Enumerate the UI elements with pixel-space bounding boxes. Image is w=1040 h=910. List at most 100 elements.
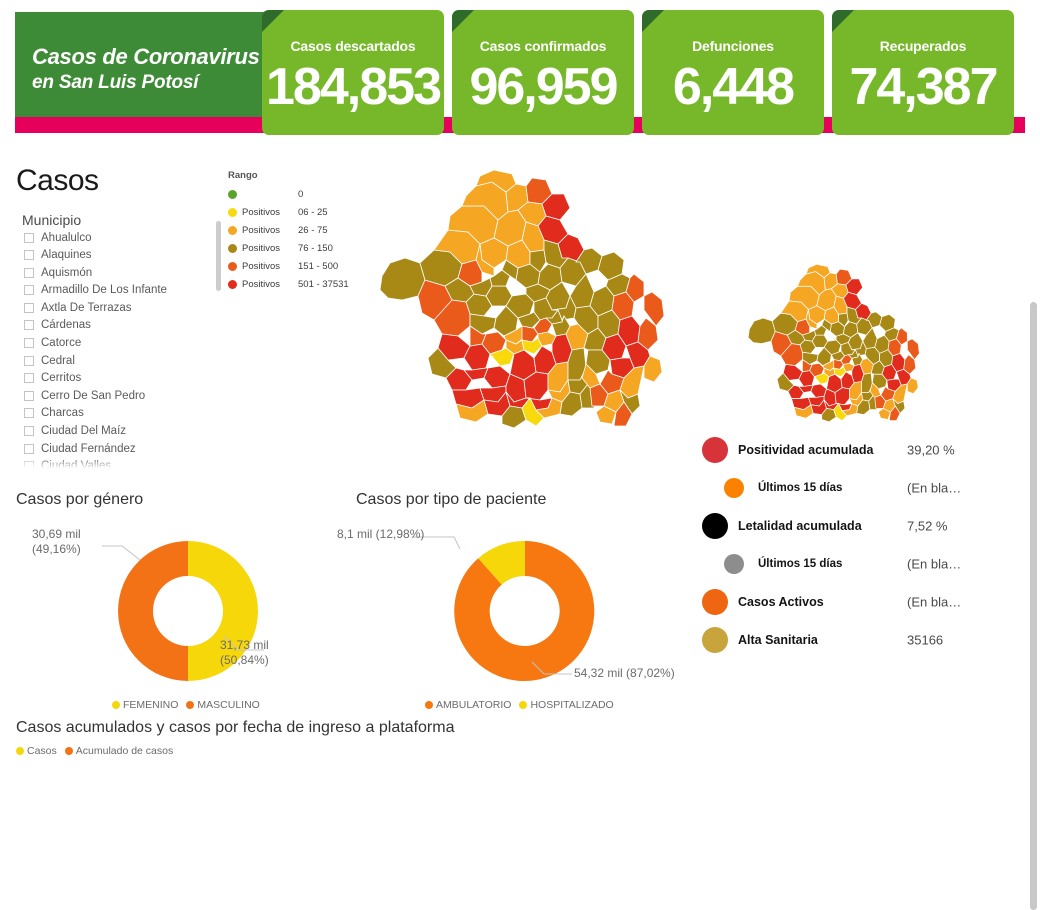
legend-item-name: Positivos: [242, 278, 281, 290]
checkbox-icon[interactable]: [24, 232, 34, 243]
slicer-item-ahualulco[interactable]: Ahualulco: [24, 230, 236, 245]
checkbox-icon[interactable]: [24, 373, 34, 384]
legend-scrollbar[interactable]: [216, 221, 221, 291]
metric-row-casos-activos[interactable]: Casos Activos (En bla…: [702, 583, 1002, 621]
checkbox-icon[interactable]: [24, 443, 34, 454]
checkbox-icon[interactable]: [24, 408, 34, 419]
metric-row-alta-sanitaria[interactable]: Alta Sanitaria 35166: [702, 621, 1002, 659]
donut-chart-casos-por-tipo-paciente[interactable]: [445, 531, 605, 696]
page-title: Casos: [16, 164, 99, 197]
metric-value: 7,52 %: [907, 518, 948, 534]
legend-item-range: 06 - 25: [298, 206, 328, 218]
slicer-item-cedral[interactable]: Cedral: [24, 353, 236, 368]
kpi-card-casos-confirmados[interactable]: Casos confirmados 96,959: [452, 10, 634, 135]
metric-label: Positividad acumulada: [738, 443, 874, 457]
slicer-item-label: Ciudad Fernández: [41, 442, 136, 455]
legend-item-rango-5[interactable]: Positivos 501 - 37531: [228, 275, 378, 293]
metric-color-dot: [702, 437, 728, 463]
slicer-item-alaquines[interactable]: Alaquines: [24, 248, 236, 263]
legend-color-dot: [228, 225, 237, 235]
slicer-item-ciudad-fern-ndez[interactable]: Ciudad Fernández: [24, 441, 236, 456]
metric-label: Letalidad acumulada: [738, 519, 862, 533]
legend-item-rango-0[interactable]: 0: [228, 185, 378, 203]
donut-genero-label-masculino: 30,69 mil (49,16%): [32, 527, 81, 556]
chart-title-casos-por-tipo-paciente: Casos por tipo de paciente: [356, 491, 547, 508]
legend-dot-casos: [16, 747, 24, 755]
slicer-item-catorce[interactable]: Catorce: [24, 336, 236, 351]
checkbox-icon[interactable]: [24, 390, 34, 401]
legend-item-range: 501 - 37531: [298, 278, 349, 290]
checkbox-icon[interactable]: [24, 320, 34, 331]
dashboard-title-block: Casos de Coronavirus en San Luis Potosí: [15, 12, 265, 117]
page-scrollbar-track[interactable]: [1027, 148, 1040, 910]
slicer-item-armadillo-de-los-infante[interactable]: Armadillo De Los Infante: [24, 283, 236, 298]
legend-label-acumulado: Acumulado de casos: [75, 745, 174, 757]
donut-paciente-leader-line-ambulatorio: [531, 661, 572, 675]
legend-item-rango-3[interactable]: Positivos 76 - 150: [228, 239, 378, 257]
kpi-value: 74,387: [849, 58, 998, 116]
slicer-item-aquism-n[interactable]: Aquismón: [24, 265, 236, 280]
slicer-item-label: Ciudad Del Maíz: [41, 425, 127, 438]
legend-item-name: Positivos: [242, 242, 281, 254]
legend-casos-acumulados[interactable]: Casos Acumulado de casos: [16, 745, 173, 757]
legend-label-masculino: MASCULINO: [197, 699, 260, 711]
slicer-item-c-rdenas[interactable]: Cárdenas: [24, 318, 236, 333]
legend-color-dot: [228, 189, 237, 199]
legend-casos-por-genero[interactable]: FEMENINO MASCULINO: [112, 699, 260, 711]
page-scrollbar-thumb[interactable]: [1030, 302, 1037, 910]
metric-row-positividad-acumulada[interactable]: Positividad acumulada 39,20 %: [702, 431, 1002, 469]
slicer-item-charcas[interactable]: Charcas: [24, 406, 236, 421]
metric-row--ltimos-15-d-as[interactable]: Últimos 15 días (En bla…: [702, 469, 1002, 507]
legend-item-name: Positivos: [242, 206, 281, 218]
legend-label-casos: Casos: [27, 745, 57, 757]
checkbox-icon[interactable]: [24, 267, 34, 278]
legend-dot-femenino: [112, 701, 120, 709]
map-san-luis-potosi-secondary[interactable]: [718, 263, 923, 433]
legend-item-range: 26 - 75: [298, 224, 328, 236]
checkbox-icon[interactable]: [24, 355, 34, 366]
report-canvas: Casos Municipio Ahualulco Alaquines Aquism…: [0, 148, 1040, 769]
map-main-svg: [379, 169, 665, 429]
kpi-label: Casos confirmados: [479, 38, 607, 54]
kpi-card-defunciones[interactable]: Defunciones 6,448: [642, 10, 824, 135]
kpi-label: Defunciones: [692, 38, 774, 54]
checkbox-icon[interactable]: [24, 285, 34, 296]
legend-item-rango-2[interactable]: Positivos 26 - 75: [228, 221, 378, 239]
kpi-card-recuperados[interactable]: Recuperados 74,387: [832, 10, 1014, 135]
donut-paciente-label-hospitalizado: 8,1 mil (12,98%): [337, 527, 425, 541]
donut-chart-casos-por-genero[interactable]: [108, 531, 268, 696]
legend-item-rango-4[interactable]: Positivos 151 - 500: [228, 257, 378, 275]
checkbox-icon[interactable]: [24, 426, 34, 437]
legend-item-range: 0: [298, 188, 304, 200]
metric-value: (En bla…: [907, 480, 962, 496]
legend-item-rango-1[interactable]: Positivos 06 - 25: [228, 203, 378, 221]
legend-label-femenino: FEMENINO: [123, 699, 179, 711]
kpi-value: 184,853: [266, 58, 442, 116]
donut-paciente-svg: [454, 540, 595, 681]
kpi-label: Casos descartados: [290, 38, 416, 54]
metric-row--ltimos-15-d-as[interactable]: Últimos 15 días (En bla…: [702, 545, 1002, 583]
slicer-item-axtla-de-terrazas[interactable]: Axtla De Terrazas: [24, 300, 236, 315]
metric-color-dot: [702, 589, 728, 615]
corner-fold-icon: [262, 10, 284, 32]
legend-casos-por-tipo-paciente[interactable]: AMBULATORIO HOSPITALIZADO: [425, 699, 614, 711]
legend-label-ambulatorio: AMBULATORIO: [436, 699, 512, 711]
metric-row-letalidad-acumulada[interactable]: Letalidad acumulada 7,52 %: [702, 507, 1002, 545]
metric-color-dot: [724, 554, 744, 574]
slicer-header-municipio: Municipio: [22, 212, 82, 228]
legend-header: Rango: [228, 170, 258, 181]
checkbox-icon[interactable]: [24, 338, 34, 349]
slicer-item-cerro-de-san-pedro[interactable]: Cerro De San Pedro: [24, 388, 236, 403]
slicer-item-cerritos[interactable]: Cerritos: [24, 371, 236, 386]
slicer-municipio-list[interactable]: Ahualulco Alaquines Aquismón Armadillo De L…: [24, 230, 236, 470]
checkbox-icon[interactable]: [24, 250, 34, 261]
map-mini-svg: [747, 263, 920, 423]
kpi-card-casos-descartados[interactable]: Casos descartados 184,853: [262, 10, 444, 135]
map-san-luis-potosi-main[interactable]: [330, 168, 670, 443]
legend-dot-hospitalizado: [519, 701, 528, 709]
checkbox-icon[interactable]: [24, 302, 34, 313]
corner-fold-icon: [642, 10, 664, 32]
dashboard-title-line-1: Casos de Coronavirus: [32, 44, 260, 69]
donut-paciente-leader-line-hospitalizado: [412, 536, 461, 550]
slicer-item-ciudad-del-ma-z[interactable]: Ciudad Del Maíz: [24, 424, 236, 439]
